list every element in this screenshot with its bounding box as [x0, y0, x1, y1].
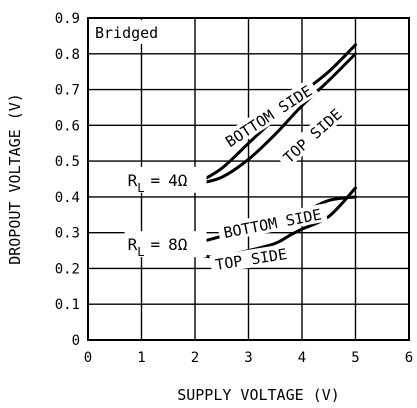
tick-labels: 0 1 2 3 4 5 6 0 0.1 0.2 0.3 0.4 0.5 0.6 0.7 0.8 0.9 — [55, 11, 414, 366]
annotation-text: TOP SIDE — [280, 105, 346, 167]
curve-annotation: BOTTOM SIDE — [217, 203, 328, 242]
load-label-value: 8Ω — [168, 235, 188, 254]
y-tick-label: 0.2 — [55, 261, 80, 277]
load-label-text: RL = 4Ω — [128, 171, 188, 195]
load-label-subscript: L — [137, 245, 144, 259]
load-label: RL = 8Ω — [124, 231, 207, 259]
y-tick-label: 0.1 — [55, 297, 80, 313]
y-tick-label: 0 — [72, 333, 80, 349]
annotation-bg — [217, 78, 319, 153]
load-label-bg — [124, 231, 207, 258]
load-label-equals: = — [150, 171, 160, 190]
x-tick-label: 3 — [244, 350, 252, 366]
annotation-bg — [209, 243, 293, 274]
annotation-text: BOTTOM SIDE — [222, 205, 323, 242]
curve-annotation: TOP SIDE — [209, 243, 293, 274]
y-tick-label: 0.8 — [55, 47, 80, 63]
load-label-symbol: R — [128, 235, 138, 254]
plot-frame — [87, 17, 410, 341]
annotation-bg — [275, 101, 349, 170]
load-label-equals: = — [150, 235, 160, 254]
x-tick-label: 4 — [298, 350, 306, 366]
y-tick-label: 0.7 — [55, 83, 80, 99]
annotation-bg — [217, 203, 328, 242]
inset-label-bg — [90, 20, 166, 44]
x-tick-label: 1 — [137, 350, 145, 366]
y-tick-label: 0.9 — [55, 11, 80, 27]
load-label-value: 4Ω — [168, 171, 188, 190]
load-label-bg — [124, 166, 207, 193]
load-label: RL = 4Ω — [124, 166, 207, 195]
load-label-subscript: L — [137, 181, 144, 195]
x-tick-label: 2 — [191, 350, 199, 366]
y-axis-label: DROPOUT VOLTAGE (V) — [6, 93, 24, 265]
y-tick-label: 0.6 — [55, 118, 80, 134]
x-tick-label: 6 — [405, 350, 413, 366]
x-tick-label: 5 — [351, 350, 359, 366]
x-tick-label: 0 — [84, 350, 92, 366]
series-line-1 — [193, 52, 357, 186]
load-label-symbol: R — [128, 171, 138, 190]
inset-label: Bridged — [95, 24, 158, 42]
y-tick-label: 0.5 — [55, 154, 80, 170]
y-tick-label: 0.4 — [55, 190, 80, 206]
x-axis-label: SUPPLY VOLTAGE (V) — [177, 386, 340, 404]
load-label-text: RL = 8Ω — [128, 235, 188, 259]
y-tick-label: 0.3 — [55, 226, 80, 242]
